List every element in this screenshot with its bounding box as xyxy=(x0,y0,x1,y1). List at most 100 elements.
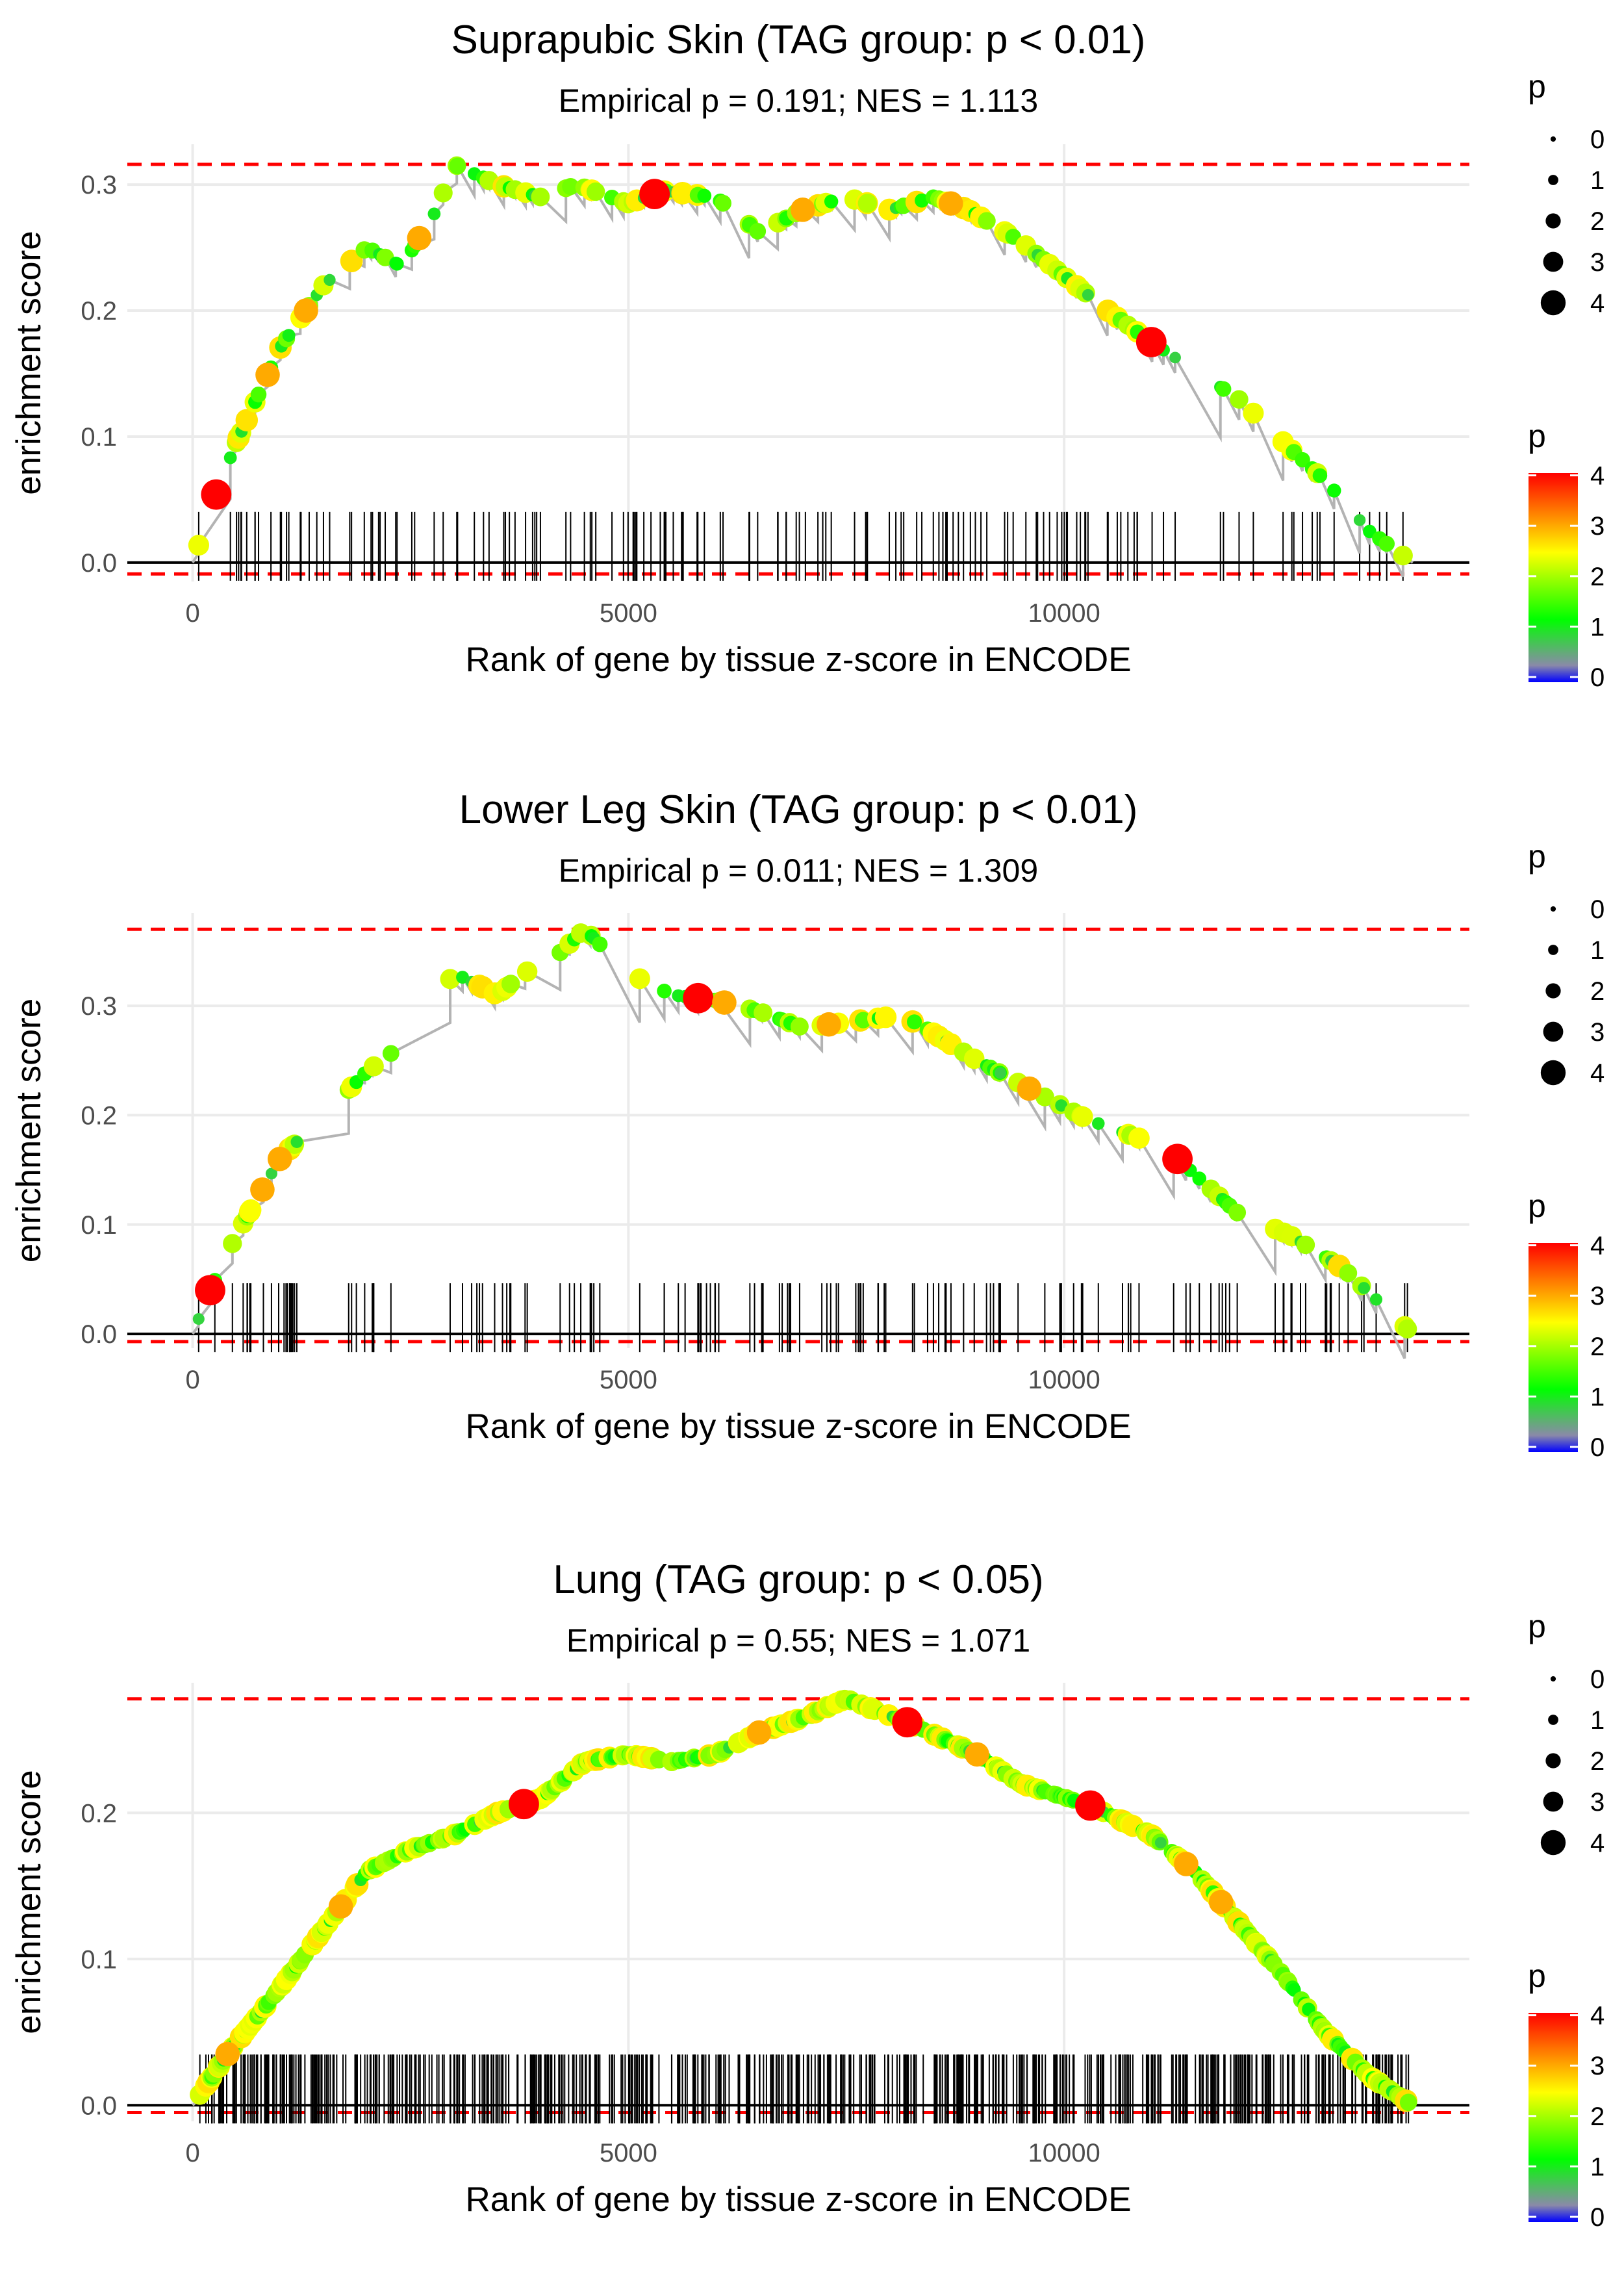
size-legend-dot xyxy=(1545,983,1561,999)
color-legend-bar xyxy=(1529,473,1578,682)
es-point xyxy=(1228,1203,1247,1221)
x-tick-label: 0 xyxy=(185,2139,199,2167)
chart-subtitle: Empirical p = 0.191; NES = 1.113 xyxy=(559,83,1038,119)
es-points xyxy=(192,923,1417,1339)
es-point xyxy=(282,329,296,342)
color-legend-label: 4 xyxy=(1590,462,1605,491)
y-tick-label: 0.2 xyxy=(81,297,117,326)
size-legend-label: 1 xyxy=(1590,1706,1605,1735)
color-legend-label: 4 xyxy=(1590,2002,1605,2030)
es-point xyxy=(1339,1264,1358,1283)
size-legend-dot xyxy=(1543,1791,1564,1812)
color-legend-label: 4 xyxy=(1590,1232,1605,1260)
es-point-highlight xyxy=(965,1742,989,1767)
y-tick-label: 0.0 xyxy=(81,1320,117,1349)
es-point xyxy=(501,975,520,993)
y-tick-label: 0.1 xyxy=(81,423,117,452)
es-point-highlight xyxy=(201,479,232,510)
es-point xyxy=(1296,1235,1315,1255)
es-point xyxy=(1169,351,1181,364)
es-point-highlight xyxy=(407,225,432,251)
chart-title: Lung (TAG group: p < 0.05) xyxy=(553,1557,1043,1602)
chart-panel: Suprapubic Skin (TAG group: p < 0.01) Emp… xyxy=(10,18,1605,692)
es-point xyxy=(697,188,712,203)
size-legend-label: 3 xyxy=(1590,1018,1605,1047)
legend: p 0 1 2 3 4 p 0 1 2 3 4 xyxy=(1528,838,1605,1462)
y-tick-label: 0.1 xyxy=(81,1211,117,1240)
es-point xyxy=(1128,1127,1150,1149)
y-tick-label: 0.2 xyxy=(81,1799,117,1828)
es-point xyxy=(824,194,839,209)
x-tick-label: 10000 xyxy=(1028,1366,1100,1394)
es-point xyxy=(1154,1837,1167,1849)
color-legend-label: 0 xyxy=(1590,1433,1605,1462)
color-legend-label: 2 xyxy=(1590,563,1605,591)
es-point-highlight xyxy=(1174,1852,1199,1876)
es-point xyxy=(427,207,441,221)
es-point xyxy=(1369,1293,1383,1306)
size-legend-label: 0 xyxy=(1590,125,1605,154)
color-legend-title: p xyxy=(1528,418,1546,454)
size-legend-dot xyxy=(1548,945,1558,955)
es-point xyxy=(449,157,466,175)
y-tick-label: 0.0 xyxy=(81,549,117,578)
es-point xyxy=(1295,452,1310,468)
es-point xyxy=(586,182,605,201)
y-axis-title: enrichment score xyxy=(10,1770,48,2034)
color-legend-label: 0 xyxy=(1590,2203,1605,2232)
size-legend-dot xyxy=(1543,251,1564,272)
legend: p 0 1 2 3 4 p 0 1 2 3 4 xyxy=(1528,68,1605,692)
es-point-highlight xyxy=(938,191,963,216)
color-legend-title: p xyxy=(1528,1958,1546,1994)
size-legend-title: p xyxy=(1528,838,1546,875)
es-point xyxy=(857,194,878,213)
es-point xyxy=(433,183,453,203)
size-legend-label: 2 xyxy=(1590,207,1605,236)
es-point xyxy=(1243,402,1264,424)
es-point xyxy=(235,409,259,431)
y-tick-label: 0.0 xyxy=(81,2091,117,2120)
color-legend-label: 1 xyxy=(1590,613,1605,641)
color-legend-bar xyxy=(1529,1243,1578,1452)
size-legend-dot xyxy=(1543,1021,1564,1042)
size-legend-label: 0 xyxy=(1590,1665,1605,1694)
es-point-highlight xyxy=(746,1720,772,1745)
es-point xyxy=(265,1168,277,1180)
size-legend-label: 4 xyxy=(1590,1829,1605,1858)
es-point xyxy=(223,451,237,465)
es-point xyxy=(324,274,336,287)
es-point xyxy=(516,961,538,982)
es-point xyxy=(1399,2093,1417,2112)
es-point xyxy=(531,187,550,207)
es-points xyxy=(190,1689,1417,2112)
es-point xyxy=(440,969,461,990)
es-point-highlight xyxy=(250,1177,275,1202)
x-tick-label: 10000 xyxy=(1028,599,1100,628)
chart-panel: Lung (TAG group: p < 0.05) Empirical p = … xyxy=(10,1557,1605,2232)
size-legend-label: 3 xyxy=(1590,248,1605,277)
es-point xyxy=(1092,1117,1105,1131)
es-point xyxy=(1192,1171,1207,1186)
es-point-highlight xyxy=(215,2041,240,2067)
es-point xyxy=(1327,483,1341,498)
color-legend-title: p xyxy=(1528,1188,1546,1224)
size-legend-dot xyxy=(1550,1676,1556,1682)
es-point xyxy=(1363,524,1377,539)
size-legend-label: 4 xyxy=(1590,289,1605,318)
es-point-highlight xyxy=(328,1894,353,1919)
es-point xyxy=(1353,514,1366,526)
es-point xyxy=(715,194,731,212)
es-point-highlight xyxy=(294,298,318,323)
es-point-highlight xyxy=(1208,1889,1234,1915)
y-tick-label: 0.3 xyxy=(81,992,117,1021)
color-legend-label: 2 xyxy=(1590,1333,1605,1361)
es-point-highlight xyxy=(639,179,670,210)
y-tick-label: 0.1 xyxy=(81,1945,117,1974)
es-point xyxy=(592,936,608,952)
size-legend-label: 2 xyxy=(1590,977,1605,1006)
x-axis-title: Rank of gene by tissue z-score in ENCODE xyxy=(465,1407,1131,1446)
chart-panel: Lower Leg Skin (TAG group: p < 0.01) Empi… xyxy=(10,787,1605,1462)
size-legend-dot xyxy=(1545,213,1561,229)
es-point xyxy=(915,193,929,208)
